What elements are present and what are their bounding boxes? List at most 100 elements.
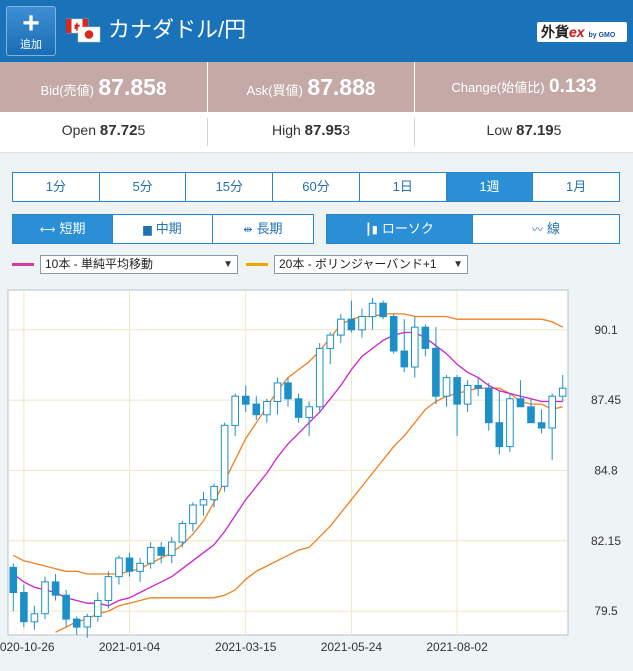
candle-body — [199, 499, 208, 506]
candle-body — [231, 395, 239, 426]
divider — [207, 118, 208, 146]
tab-1week[interactable]: 1週 — [446, 173, 534, 201]
candle-body — [495, 422, 504, 448]
bb-legend-swatch — [246, 263, 268, 266]
candle-body — [146, 546, 155, 564]
divider — [414, 62, 415, 112]
period-short-button[interactable]: ⟷ 短期 — [13, 215, 114, 243]
candle-body — [315, 347, 324, 408]
x-tick-label: 2021-01-04 — [99, 640, 161, 654]
divider — [207, 62, 208, 112]
divider — [414, 118, 415, 146]
candle-body — [558, 387, 567, 397]
change-rate: Change(始値比) 0.133 — [451, 76, 597, 97]
y-tick-label: 87.45 — [591, 393, 621, 407]
candle-body — [41, 581, 49, 615]
low-value: Low 87.195 — [486, 122, 562, 139]
candle-body — [168, 541, 176, 556]
candle-body — [115, 557, 123, 578]
candle-body — [178, 523, 187, 543]
candle-body — [125, 557, 134, 572]
y-tick-label: 82.15 — [591, 534, 621, 548]
candle-body — [506, 398, 514, 448]
page-title: カナダドル/円 — [108, 17, 247, 42]
candle-body — [51, 581, 60, 596]
candlestick-icon: ┃▮ — [365, 224, 378, 236]
x-tick-label: 2021-03-15 — [215, 640, 277, 654]
tab-60min[interactable]: 60分 — [273, 173, 360, 201]
candle-body — [242, 395, 250, 405]
ohl-row: Open 87.725 High 87.953 Low 87.195 — [0, 112, 633, 153]
candle-body — [326, 334, 335, 349]
candlestick-chart[interactable]: 79.5 82.15 84.8 87.45 90.1 2020-10-26 2021-01-… — [0, 285, 633, 671]
candle-body — [62, 594, 70, 620]
candle-body — [9, 566, 18, 593]
candle-body — [284, 382, 292, 400]
add-button-label: 追加 — [20, 39, 42, 51]
tab-1min[interactable]: 1分 — [13, 173, 100, 201]
period-toggle: ⟷ 短期 ▆ 中期 ⇹ 長期 — [12, 214, 314, 244]
candle-body — [337, 318, 345, 336]
medium-range-icon: ▆ — [143, 224, 152, 236]
period-medium-button[interactable]: ▆ 中期 — [113, 215, 213, 243]
short-range-icon: ⟷ — [39, 224, 56, 236]
x-tick-label: 2021-08-02 — [426, 640, 488, 654]
candle-body — [104, 576, 113, 602]
candle-body — [220, 424, 229, 487]
candle-body — [548, 395, 557, 429]
ask-rate: Ask(買値) 87.888 — [246, 74, 376, 100]
candle-body — [94, 600, 102, 617]
candle-body — [358, 316, 366, 331]
candle-body — [389, 316, 398, 352]
line-chart-button[interactable]: 〰線 — [531, 221, 560, 236]
candle-body — [379, 302, 387, 318]
candle-body — [72, 618, 81, 628]
x-tick-label: 2021-05-24 — [321, 640, 383, 654]
y-tick-label: 90.1 — [594, 323, 618, 337]
rates-bar: Bid(売値) 87.858 Ask(買値) 87.888 Change(始値比… — [0, 62, 633, 112]
chart-type-toggle: ┃▮ ローソク 〰線 — [326, 214, 620, 244]
y-tick-label: 79.5 — [594, 604, 618, 618]
candle-body — [273, 382, 282, 403]
tab-1month[interactable]: 1月 — [566, 179, 587, 194]
tab-5min[interactable]: 5分 — [100, 173, 187, 201]
candle-body — [516, 398, 525, 408]
chevron-down-icon: ▼ — [223, 259, 233, 270]
ma-legend-swatch — [12, 263, 34, 266]
candle-body — [20, 592, 28, 623]
timeframe-tabs: 1分 5分 15分 60分 1日 1週 1月 — [12, 172, 620, 202]
open-value: Open 87.725 — [61, 122, 146, 139]
candle-body — [210, 485, 218, 501]
candle-body — [83, 615, 92, 628]
plot-area — [7, 289, 569, 636]
candle-body — [189, 504, 197, 525]
cad-jpy-flag-icon — [66, 18, 101, 43]
bid-rate: Bid(売値) 87.858 — [40, 74, 167, 100]
period-long-button[interactable]: ⇹ 長期 — [243, 221, 283, 236]
bb-indicator-select[interactable]: 20本 - ボリンジャーバンド+1 ▼ — [246, 255, 468, 274]
ma-indicator-select[interactable]: 10本 - 単純平均移動 ▼ — [12, 255, 238, 274]
candle-body — [527, 406, 535, 424]
candle-body — [294, 398, 303, 418]
candle-body — [252, 403, 261, 416]
candle-body — [263, 401, 271, 416]
line-chart-icon: 〰 — [531, 224, 543, 236]
tab-15min[interactable]: 15分 — [186, 173, 274, 201]
candle-body — [463, 385, 472, 405]
candle-body — [157, 546, 165, 556]
add-button[interactable]: + 追加 — [6, 6, 56, 56]
y-tick-label: 84.8 — [594, 463, 618, 477]
candle-body — [368, 302, 377, 318]
candle-body — [453, 377, 461, 405]
candle-body — [485, 387, 493, 424]
x-tick-label: 2020-10-26 — [0, 640, 55, 654]
brand-logo: 外貨ex by GMO — [537, 22, 627, 42]
candle-body — [474, 385, 482, 389]
candle-body — [347, 318, 356, 331]
candlestick-button[interactable]: ┃▮ ローソク — [327, 215, 473, 243]
candle-body — [411, 326, 419, 368]
tab-1day[interactable]: 1日 — [360, 173, 447, 201]
candle-body — [400, 350, 409, 368]
high-value: High 87.953 — [271, 122, 351, 139]
candle-body — [136, 562, 144, 572]
